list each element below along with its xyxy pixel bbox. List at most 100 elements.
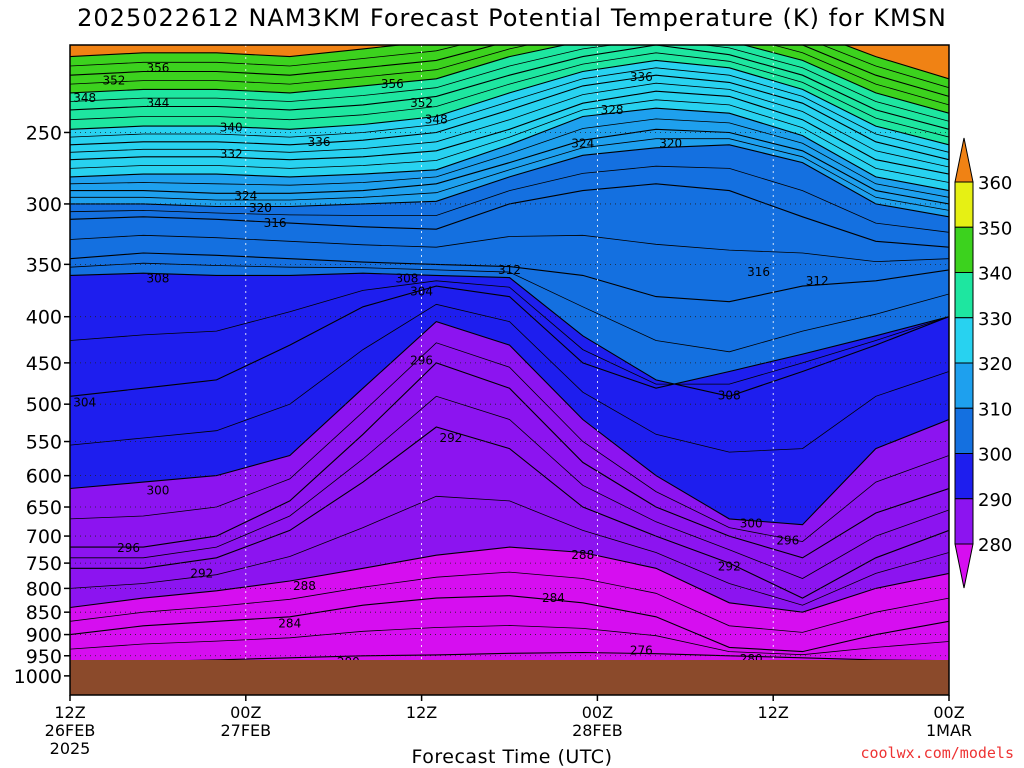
contour-label: 332 bbox=[220, 147, 243, 161]
contour-minor bbox=[70, 99, 949, 183]
x-tick-label: 12Z bbox=[758, 703, 789, 722]
contour-label: 324 bbox=[234, 189, 257, 203]
contour-label: 292 bbox=[439, 431, 462, 445]
contour-minor bbox=[70, 138, 949, 211]
contour-324 bbox=[70, 128, 949, 205]
colorbar-segment bbox=[954, 226, 974, 273]
contour-280 bbox=[70, 651, 949, 664]
x-tick-year: 2025 bbox=[50, 739, 91, 758]
y-tick-label: 850 bbox=[26, 602, 62, 624]
y-tick-label: 450 bbox=[26, 353, 62, 375]
colorbar-label: 360 bbox=[978, 173, 1012, 194]
contour-minor bbox=[70, 571, 949, 633]
contour-labels: 2802802842842882882922922922962962963003… bbox=[73, 61, 828, 669]
y-tick-label: 550 bbox=[26, 432, 62, 454]
colorbar-segment bbox=[954, 181, 974, 228]
contour-label: 276 bbox=[630, 643, 653, 657]
x-axis-label: Forecast Time (UTC) bbox=[411, 746, 613, 768]
x-tick-label: 12Z bbox=[406, 703, 437, 722]
x-tick-date: 27FEB bbox=[220, 721, 271, 740]
ground-shading bbox=[70, 660, 949, 695]
contour-344 bbox=[70, 45, 949, 130]
contour-284 bbox=[70, 595, 949, 653]
contour-label: 336 bbox=[308, 135, 331, 149]
contour-minor bbox=[70, 625, 949, 656]
y-tick-label: 500 bbox=[26, 394, 62, 416]
contour-label: 308 bbox=[395, 272, 418, 286]
y-tick-label: 750 bbox=[26, 553, 62, 575]
contour-328 bbox=[70, 107, 949, 192]
credit-text: coolwx.com/models bbox=[860, 744, 1014, 762]
colorbar-label: 350 bbox=[978, 218, 1012, 239]
contour-minor bbox=[70, 165, 949, 233]
contour-label: 296 bbox=[117, 541, 140, 555]
contour-352 bbox=[70, 45, 949, 97]
contour-label: 312 bbox=[498, 263, 521, 277]
contour-label: 348 bbox=[425, 113, 448, 127]
contour-label: 316 bbox=[264, 216, 287, 230]
contour-label: 316 bbox=[747, 265, 770, 279]
contour-332 bbox=[70, 90, 949, 175]
contour-minor bbox=[70, 45, 949, 106]
contour-minor bbox=[70, 303, 949, 453]
contour-minor bbox=[70, 495, 949, 606]
colorbar-label: 330 bbox=[978, 309, 1012, 330]
x-tick-label: 00Z bbox=[933, 703, 964, 722]
colorbar-label: 320 bbox=[978, 354, 1012, 375]
y-tick-label: 950 bbox=[26, 646, 62, 668]
contour-336 bbox=[70, 74, 949, 161]
contour-label: 324 bbox=[571, 136, 594, 150]
colorbar-max-arrow bbox=[954, 137, 974, 183]
chart-title: 2025022612 NAM3KM Forecast Potential Tem… bbox=[77, 4, 947, 32]
contour-minor bbox=[70, 67, 949, 153]
contour-label: 300 bbox=[740, 517, 763, 531]
contour-308 bbox=[70, 272, 949, 397]
colorbar-segment bbox=[954, 317, 974, 364]
contour-292 bbox=[70, 426, 949, 599]
contour-label: 308 bbox=[146, 272, 169, 286]
colorbar-label: 280 bbox=[978, 535, 1012, 556]
contour-296 bbox=[70, 362, 949, 559]
contour-label: 304 bbox=[410, 284, 433, 298]
grid-lines bbox=[70, 45, 949, 695]
contour-label: 348 bbox=[73, 91, 96, 105]
y-tick-label: 800 bbox=[26, 578, 62, 600]
contour-label: 328 bbox=[601, 103, 624, 117]
x-tick-date: 28FEB bbox=[572, 721, 623, 740]
contour-300 bbox=[70, 320, 949, 526]
contour-label: 296 bbox=[410, 353, 433, 367]
contour-minor bbox=[70, 82, 949, 168]
contour-minor bbox=[70, 395, 949, 579]
colorbar-segment bbox=[954, 407, 974, 454]
contour-label: 356 bbox=[381, 77, 404, 91]
contour-label: 356 bbox=[146, 61, 169, 75]
contour-label: 352 bbox=[410, 96, 433, 110]
contour-label: 304 bbox=[73, 396, 96, 410]
colorbar-segment bbox=[954, 453, 974, 500]
y-tick-label: 650 bbox=[26, 497, 62, 519]
y-axis: 2503003504004505005506006507007508008509… bbox=[14, 122, 70, 688]
contour-minor bbox=[70, 262, 949, 353]
x-tick-label: 00Z bbox=[230, 703, 261, 722]
x-tick-date: 1MAR bbox=[926, 721, 972, 740]
contour-label: 284 bbox=[542, 591, 565, 605]
contour-label: 292 bbox=[190, 566, 213, 580]
contour-label: 292 bbox=[718, 560, 741, 574]
x-tick-date: 26FEB bbox=[45, 721, 96, 740]
contour-label: 344 bbox=[146, 96, 169, 110]
colorbar-min-arrow bbox=[954, 543, 974, 589]
contour-320 bbox=[70, 144, 949, 218]
contour-label: 296 bbox=[776, 534, 799, 548]
contour-minor bbox=[70, 234, 949, 263]
contour-348 bbox=[70, 45, 949, 114]
colorbar-label: 290 bbox=[978, 490, 1012, 511]
theta-fills bbox=[70, 45, 949, 695]
contour-minor bbox=[70, 45, 949, 89]
contour-label: 340 bbox=[220, 121, 243, 135]
contour-label: 300 bbox=[146, 483, 169, 497]
y-tick-label: 300 bbox=[26, 194, 62, 216]
x-tick-label: 12Z bbox=[54, 703, 85, 722]
colorbar-label: 310 bbox=[978, 399, 1012, 420]
colorbar-segment bbox=[954, 272, 974, 319]
